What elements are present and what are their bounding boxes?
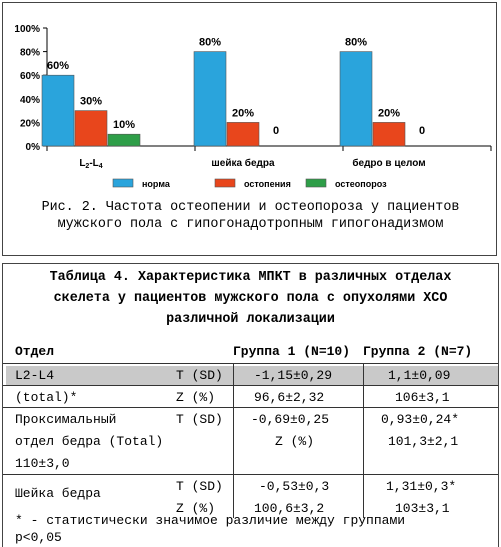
row-neck-g1: -0,53±0,3 (259, 479, 330, 494)
table-line (3, 407, 498, 408)
row-prox-name: Проксимальный (15, 412, 117, 427)
highlight-row (6, 366, 498, 385)
legend-label: норма (142, 179, 171, 189)
bar-норма (193, 51, 227, 147)
table-line (363, 363, 364, 518)
bar-value-label: 30% (80, 96, 102, 108)
table-line (3, 385, 498, 386)
row-prox-metric: T (SD) (176, 412, 223, 427)
row-prox-g2: 0,93±0,24* (381, 412, 460, 427)
bar-value-label: 10% (113, 119, 135, 131)
bar-остопения (372, 122, 406, 147)
header-group-2: Группа 2 (N=7) (363, 344, 473, 359)
caption-line-1: Рис. 2. Частота остеопении и остеопороза… (41, 200, 460, 215)
y-tick-label: 80% (20, 48, 40, 59)
x-category-label: бедро в целом (352, 157, 425, 169)
row-femur-metric: Z (%) (275, 434, 315, 449)
bar-остеопороз (107, 133, 141, 147)
row-neck-name: Шейка бедра (15, 486, 101, 501)
y-tick-label: 40% (20, 95, 40, 106)
y-tick-label: 0% (26, 142, 41, 153)
legend-swatch-остеопороз (305, 178, 327, 188)
row-l2l4-name: L2-L4 (15, 368, 55, 383)
y-tick-label: 20% (20, 118, 40, 129)
table-line (3, 474, 498, 475)
footnote-line-1: * - статистически значимое различие межд… (15, 513, 406, 528)
bar-остопения (74, 110, 108, 147)
legend-label: остопения (244, 179, 291, 189)
row-neck-metric-2: Z (%) (176, 501, 216, 516)
bar-остопения (226, 122, 260, 147)
row-total-name: (total)* (15, 390, 78, 405)
row-femur-g2: 101,3±2,1 (388, 434, 459, 449)
row-neck-g2-2: 103±3,1 (395, 501, 450, 516)
figure-caption: Рис. 2. Частота остеопении и остеопороза… (3, 199, 498, 233)
bar-норма (339, 51, 373, 147)
legend-label: остеопороз (335, 179, 387, 189)
table-title-line-3: различной локализации (166, 312, 335, 327)
bar-value-label: 0 (419, 125, 425, 137)
figure-panel: 0% 20% 40% 60% 80% 100% 60% 30% 10% L2-L4 80% 20% 0 ш… (2, 2, 497, 256)
row-l2l4-metric: T (SD) (176, 368, 223, 383)
header-section: Отдел (15, 344, 55, 359)
footnote-line-2: p<0,05 (15, 530, 62, 545)
bar-value-label: 0 (273, 125, 279, 137)
bar-value-label: 60% (47, 60, 69, 72)
header-group-1: Группа 1 (N=10) (233, 344, 351, 359)
table-title-line-1: Таблица 4. Характеристика МПКТ в различн… (49, 270, 452, 285)
bar-value-label: 80% (345, 37, 367, 49)
x-category-label: L2-L4 (79, 158, 102, 170)
row-femur-name: отдел бедра (Total) (15, 434, 164, 449)
bar-value-label: 20% (378, 107, 400, 119)
table-panel: Таблица 4. Характеристика МПКТ в различн… (2, 263, 499, 547)
row-total-metric: Z (%) (176, 390, 216, 405)
row-femur-value: 110±3,0 (15, 456, 70, 471)
table-line (233, 363, 234, 518)
table-line (3, 363, 498, 364)
bar-value-label: 20% (232, 107, 254, 119)
row-neck-metric: T (SD) (176, 479, 223, 494)
bar-chart: 0% 20% 40% 60% 80% 100% 60% 30% 10% L2-L4 80% 20% 0 ш… (14, 24, 492, 189)
row-l2l4-g1: -1,15±0,29 (254, 368, 333, 383)
bar-норма (41, 74, 75, 147)
row-prox-g1: -0,69±0,25 (251, 412, 330, 427)
caption-line-2: мужского пола с гипогонадотропным гипого… (57, 217, 444, 232)
bar-value-label: 80% (199, 37, 221, 49)
y-tick-label: 60% (20, 71, 40, 82)
row-total-g1: 96,6±2,32 (254, 390, 325, 405)
y-tick-label: 100% (14, 24, 40, 35)
table-title-line-2: скелета у пациентов мужского пола с опух… (53, 291, 448, 306)
row-total-g2: 106±3,1 (395, 390, 450, 405)
row-neck-g1-2: 100,6±3,2 (254, 501, 325, 516)
x-category-label: шейка бедра (211, 157, 275, 169)
row-l2l4-g2: 1,1±0,09 (388, 368, 451, 383)
legend-swatch-норма (112, 178, 134, 188)
legend-swatch-остопения (214, 178, 236, 188)
row-neck-g2: 1,31±0,3* (386, 479, 457, 494)
